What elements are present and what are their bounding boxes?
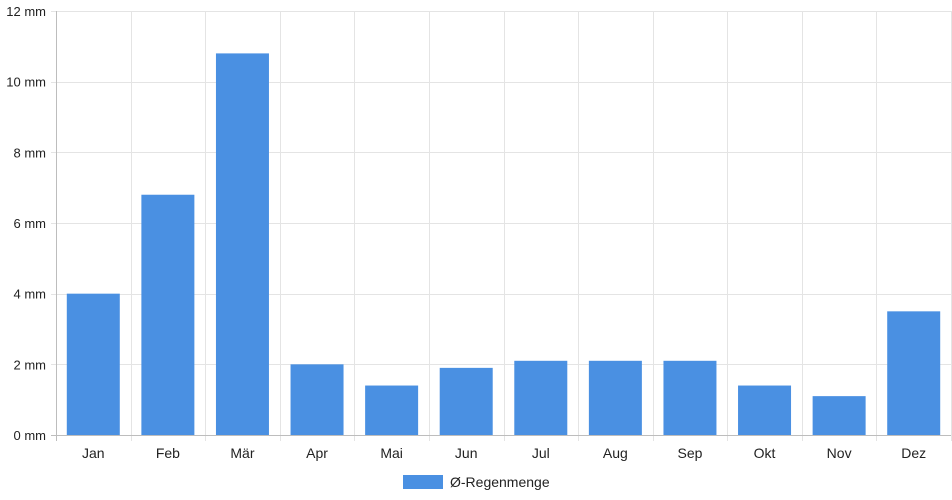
y-tick-label: 8 mm [14,145,47,160]
bar-aug [588,360,642,435]
x-tick-label: Mai [380,445,403,461]
y-tick-labels: 0 mm 2 mm 4 mm 6 mm 8 mm 10 mm 12 mm [6,4,46,443]
bar-sep [663,360,717,435]
bar-feb [141,194,195,435]
y-tick-label: 4 mm [14,287,47,302]
x-tick-label: Jun [455,445,478,461]
bar-jul [514,360,568,435]
bar-mai [365,385,419,435]
x-tick-label: Aug [603,445,628,461]
bar-nov [812,396,866,435]
x-tick-label: Jul [532,445,550,461]
y-tick-label: 2 mm [14,357,47,372]
x-tick-label: Okt [754,445,776,461]
bars [66,53,941,436]
bar-okt [738,385,792,435]
bar-jun [439,367,493,435]
y-tick-label: 12 mm [6,4,46,19]
x-tick-label: Apr [306,445,328,461]
y-tick-label: 10 mm [6,75,46,90]
x-tick-label: Jan [82,445,105,461]
bar-jan [66,293,120,435]
legend-label: Ø-Regenmenge [450,474,550,490]
axes [51,11,951,441]
x-tick-label: Feb [156,445,180,461]
bar-apr [290,364,344,435]
bar-dez [887,311,941,435]
y-tick-label: 6 mm [14,216,47,231]
legend[interactable]: Ø-Regenmenge [403,474,550,490]
legend-swatch [403,475,443,489]
x-tick-label: Nov [827,445,852,461]
x-tick-labels: Jan Feb Mär Apr Mai Jun Jul Aug Sep Okt Nov Dez [82,445,926,461]
x-tick-label: Mär [230,445,254,461]
y-tick-label: 0 mm [14,428,47,443]
bar-mär [215,53,269,436]
grid-lines [51,11,952,441]
x-tick-label: Dez [901,445,926,461]
x-tick-label: Sep [677,445,702,461]
